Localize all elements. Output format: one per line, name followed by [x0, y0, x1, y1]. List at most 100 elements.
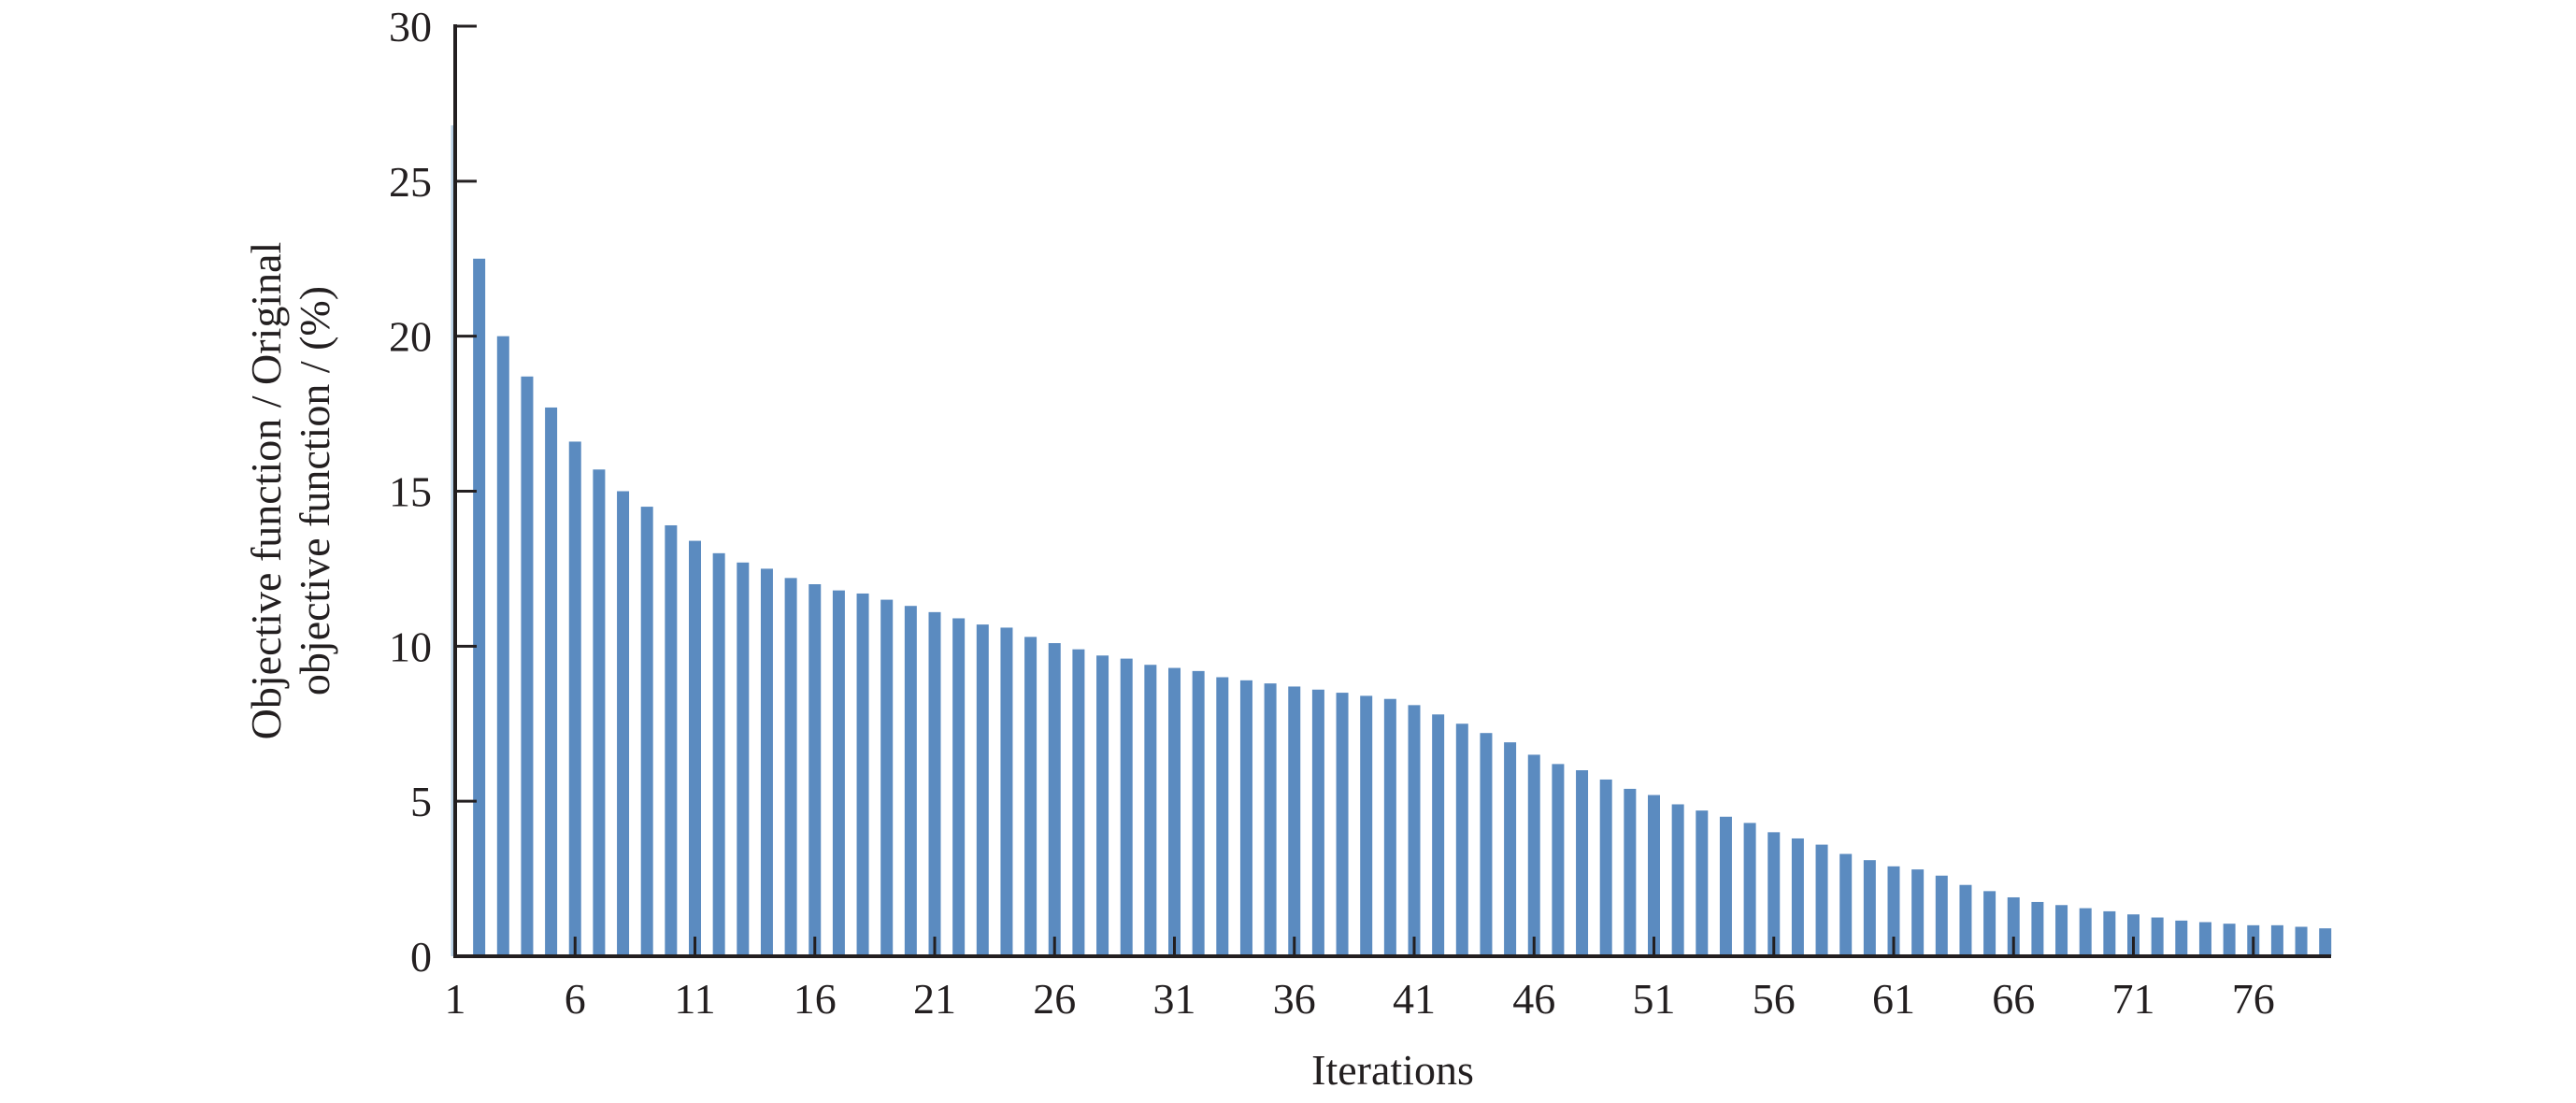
- bar-iteration-65: [1983, 891, 1996, 956]
- x-tick-label: 26: [1033, 975, 1076, 1023]
- bar-iteration-18: [856, 593, 869, 956]
- bar-iteration-35: [1264, 683, 1277, 956]
- bar-iteration-60: [1863, 860, 1876, 956]
- bar-iteration-58: [1815, 844, 1828, 956]
- bar-iteration-41: [1408, 705, 1421, 956]
- bar-iteration-49: [1599, 779, 1612, 956]
- bar-iteration-67: [2031, 901, 2044, 956]
- bar-iteration-53: [1696, 810, 1709, 956]
- bar-iteration-31: [1168, 667, 1181, 956]
- bar-iteration-66: [2007, 896, 2020, 956]
- y-ticks-group: 0 5 10 15 20 25 30: [389, 3, 477, 981]
- bar-iteration-47: [1552, 764, 1565, 956]
- y-tick-label: 5: [410, 778, 432, 825]
- bar-iteration-14: [760, 568, 773, 956]
- bar-iteration-43: [1455, 723, 1468, 956]
- bar-iteration-56: [1767, 832, 1781, 956]
- bar-iteration-24: [1000, 627, 1013, 956]
- x-ticks-group: 1 6 11 16 21 26 31 36 41 46 51 56 61 66 71 76: [445, 937, 2275, 1023]
- y-tick-label: 25: [389, 158, 432, 206]
- bar-iteration-48: [1576, 770, 1589, 956]
- y-tick-label: 10: [389, 623, 432, 670]
- x-tick-label: 76: [2232, 975, 2275, 1023]
- bar-iteration-4: [521, 376, 534, 956]
- bar-iteration-5: [545, 407, 558, 956]
- bar-iteration-32: [1192, 670, 1205, 956]
- x-tick-label: 36: [1273, 975, 1316, 1023]
- y-axis-label-line-2: objective function / (%): [291, 286, 338, 695]
- bar-iteration-40: [1383, 698, 1396, 956]
- bar-iteration-33: [1216, 677, 1229, 956]
- bar-iteration-38: [1336, 693, 1349, 956]
- bar-iteration-19: [880, 599, 894, 956]
- bar-iteration-25: [1024, 637, 1038, 956]
- bar-iteration-8: [617, 491, 630, 956]
- bars-group: [451, 125, 2332, 957]
- bar-iteration-28: [1096, 655, 1109, 956]
- bar-iteration-27: [1072, 649, 1085, 956]
- bar-iteration-61: [1887, 866, 1900, 956]
- bar-iteration-50: [1624, 788, 1637, 956]
- x-tick-label: 41: [1393, 975, 1436, 1023]
- x-axis-label: Iterations: [1311, 1046, 1474, 1094]
- bar-iteration-22: [952, 618, 966, 956]
- bar-iteration-6: [568, 441, 581, 956]
- bar-iteration-63: [1935, 875, 1948, 956]
- bar-iteration-12: [712, 552, 725, 956]
- bar-iteration-37: [1311, 689, 1324, 956]
- x-tick-label: 56: [1753, 975, 1796, 1023]
- bar-iteration-74: [2198, 922, 2211, 956]
- x-tick-label: 1: [445, 975, 466, 1023]
- bar-iteration-15: [784, 578, 797, 956]
- y-tick-label: 20: [389, 313, 432, 361]
- bar-iteration-71: [2127, 914, 2140, 956]
- bar-iteration-13: [737, 562, 750, 956]
- bar-iteration-79: [2319, 928, 2332, 956]
- bar-iteration-9: [640, 507, 653, 956]
- x-tick-label: 11: [674, 975, 715, 1023]
- y-axis-label-line-1: Objective function / Original: [242, 242, 290, 740]
- x-tick-label: 21: [913, 975, 956, 1023]
- bar-iteration-72: [2151, 917, 2164, 956]
- bar-iteration-45: [1504, 742, 1517, 956]
- bar-iteration-11: [689, 540, 701, 956]
- x-tick-label: 46: [1512, 975, 1555, 1023]
- bar-iteration-68: [2055, 905, 2068, 956]
- bar-iteration-29: [1120, 658, 1133, 956]
- x-tick-label: 71: [2112, 975, 2155, 1023]
- x-tick-label: 6: [565, 975, 586, 1023]
- bar-iteration-62: [1911, 869, 1925, 956]
- bar-iteration-17: [832, 590, 845, 956]
- bar-iteration-69: [2079, 908, 2092, 956]
- y-tick-label: 30: [389, 3, 432, 50]
- bar-iteration-44: [1480, 733, 1493, 956]
- bar-iteration-7: [593, 469, 606, 956]
- bar-iteration-54: [1719, 816, 1732, 956]
- bar-iteration-2: [473, 258, 486, 956]
- bar-iteration-46: [1527, 754, 1540, 956]
- x-tick-label: 16: [794, 975, 837, 1023]
- bar-iteration-64: [1959, 884, 1972, 956]
- bar-iteration-39: [1360, 695, 1373, 956]
- x-tick-label: 31: [1153, 975, 1196, 1023]
- y-axis-label: Objective function / Original objective …: [242, 242, 338, 740]
- bar-iteration-55: [1743, 823, 1756, 956]
- bar-iteration-75: [2223, 924, 2236, 956]
- bar-iteration-52: [1671, 804, 1684, 956]
- bar-iteration-16: [809, 584, 822, 956]
- bar-iteration-51: [1648, 795, 1660, 956]
- bar-iteration-21: [928, 611, 941, 956]
- y-tick-label: 15: [389, 468, 432, 516]
- bar-iteration-10: [665, 524, 678, 956]
- bar-iteration-57: [1791, 838, 1804, 956]
- bar-iteration-59: [1839, 853, 1853, 956]
- bar-iteration-42: [1432, 714, 1445, 956]
- bar-iteration-77: [2270, 924, 2283, 956]
- bar-iteration-30: [1144, 665, 1157, 956]
- bar-iteration-34: [1239, 680, 1252, 956]
- bar-iteration-36: [1288, 686, 1301, 956]
- bar-iteration-70: [2103, 910, 2116, 956]
- x-tick-label: 61: [1872, 975, 1915, 1023]
- bar-iteration-78: [2295, 926, 2308, 956]
